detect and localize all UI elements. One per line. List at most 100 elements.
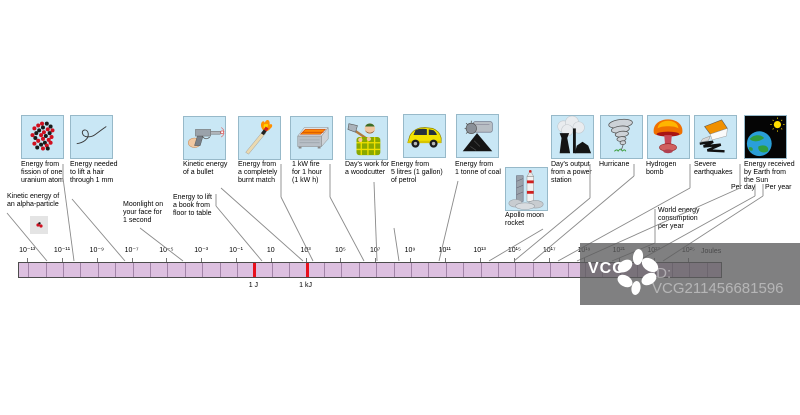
alpha-particle-icon	[36, 222, 43, 228]
earth-sun-box	[744, 115, 787, 159]
bar-decade-divider	[324, 263, 325, 277]
uranium-fission-icon	[30, 121, 55, 151]
energy-scale-bar	[18, 262, 722, 278]
label-match: Energy from a completely burnt match	[238, 161, 278, 184]
bar-decade-divider	[132, 263, 134, 277]
red-reference-label: 1 J	[248, 282, 259, 289]
axis-tick-mark	[410, 258, 411, 262]
axis-tick-label: 10⁻⁹	[89, 247, 105, 254]
watermark-flower-icon	[617, 249, 659, 295]
axis-tick-mark	[375, 258, 377, 262]
bar-decade-divider	[45, 263, 47, 277]
axis-tick-mark	[444, 258, 446, 262]
woodcutter-icon	[347, 123, 381, 156]
bar-decade-divider	[567, 263, 569, 277]
car-box	[403, 114, 446, 158]
axis-tick-label: 10⁻³	[194, 247, 209, 254]
power-station-icon	[557, 116, 592, 154]
axis-tick-label: 10⁻¹¹	[53, 247, 71, 254]
apollo-rocket-box	[505, 167, 548, 211]
axis-tick-label: 10⁵	[335, 247, 346, 254]
bar-decade-divider	[115, 263, 117, 277]
label-earth: Energy received by Earth from the Sun	[744, 161, 795, 184]
woodcutter-box	[345, 116, 388, 160]
axis-tick-mark	[340, 258, 342, 262]
bar-decade-divider	[150, 263, 151, 277]
axis-tick-mark	[305, 258, 307, 262]
label-per-day: Per day	[731, 184, 756, 191]
bar-decade-divider	[219, 263, 221, 277]
electric-fire-box	[290, 116, 333, 160]
gun-icon	[188, 127, 225, 148]
bar-decade-divider	[411, 263, 412, 277]
axis-tick-label: 10⁷	[370, 247, 381, 254]
bar-decade-divider	[393, 263, 395, 277]
rocket-icon	[508, 169, 544, 210]
mushroom-cloud-icon	[653, 119, 683, 154]
earthquake-box	[694, 115, 737, 159]
watermark-id-text: ID: VCG211456681596	[652, 265, 784, 297]
watermark: VCG ID: VCG211456681596	[580, 243, 800, 305]
bar-decade-divider	[463, 263, 465, 277]
label-woodcutter: Day's work for a woodcutter	[345, 161, 390, 176]
match-icon	[245, 119, 273, 155]
axis-tick-label: 10¹⁷	[542, 247, 556, 254]
label-uranium: Energy from fission of one uranium atom	[21, 161, 64, 184]
axis-tick-mark	[549, 258, 551, 262]
bar-decade-divider	[550, 263, 552, 277]
label-per-year: Per year	[765, 184, 792, 191]
watermark-logo-text: VCG	[588, 260, 626, 277]
bar-decade-divider	[358, 263, 360, 277]
bar-decade-divider	[428, 263, 430, 277]
alpha-particle-box	[30, 216, 48, 234]
hydrogen-bomb-box	[647, 115, 690, 159]
axis-tick-mark	[236, 258, 237, 262]
hair-icon	[76, 126, 107, 145]
uranium-fission-box	[21, 115, 64, 159]
bar-decade-divider	[167, 263, 169, 277]
axis-tick-label: 10	[266, 247, 275, 254]
bullet-box	[183, 116, 226, 160]
red-reference-mark	[305, 263, 309, 277]
label-coal: Energy from 1 tonne of coal	[455, 161, 501, 176]
bar-decade-divider	[289, 263, 291, 277]
axis-tick-mark	[131, 258, 133, 262]
car-icon	[407, 127, 442, 148]
label-book: Energy to lift a book from floor to tabl…	[173, 194, 212, 217]
axis-tick-label: 10¹³	[473, 247, 486, 254]
bar-decade-divider	[271, 263, 273, 277]
match-box	[238, 116, 281, 160]
bar-decade-divider	[515, 263, 517, 277]
label-bullet: Kinetic energy of a bullet	[183, 161, 228, 176]
label-petrol: Energy from 5 litres (1 gallon) of petro…	[391, 161, 443, 184]
bar-decade-divider	[341, 263, 343, 277]
bar-decade-divider	[202, 263, 204, 277]
label-alpha: Kinetic energy of an alpha-particle	[7, 193, 60, 208]
earth-sun-icon	[745, 116, 786, 158]
axis-tick-mark	[96, 258, 98, 262]
power-station-box	[551, 115, 594, 159]
electric-fire-icon	[297, 126, 329, 149]
axis-tick-mark	[27, 258, 29, 262]
hurricane-box	[600, 115, 643, 159]
bar-decade-divider	[480, 263, 482, 277]
axis-tick-label: 10¹¹	[438, 247, 452, 254]
bar-decade-divider	[237, 263, 238, 277]
axis-tick-label: 10⁻¹	[229, 247, 243, 254]
bar-decade-divider	[445, 263, 447, 277]
bar-decade-divider	[532, 263, 534, 277]
bar-decade-divider	[184, 263, 186, 277]
bar-decade-divider	[28, 263, 30, 277]
label-power: Day's output from a power station	[551, 161, 592, 184]
axis-tick-label: 10¹⁵	[507, 247, 521, 254]
label-quake: Severe earthquakes	[694, 161, 733, 176]
bar-decade-divider	[80, 263, 82, 277]
axis-tick-mark	[62, 258, 63, 262]
bar-decade-divider	[97, 263, 99, 277]
label-fire: 1 kW fire for 1 hour (1 kW h)	[292, 161, 322, 184]
bar-decade-divider	[498, 263, 499, 277]
label-bomb: Hydrogen bomb	[646, 161, 677, 176]
label-moonlight: Moonlight on your face for 1 second	[123, 201, 164, 224]
